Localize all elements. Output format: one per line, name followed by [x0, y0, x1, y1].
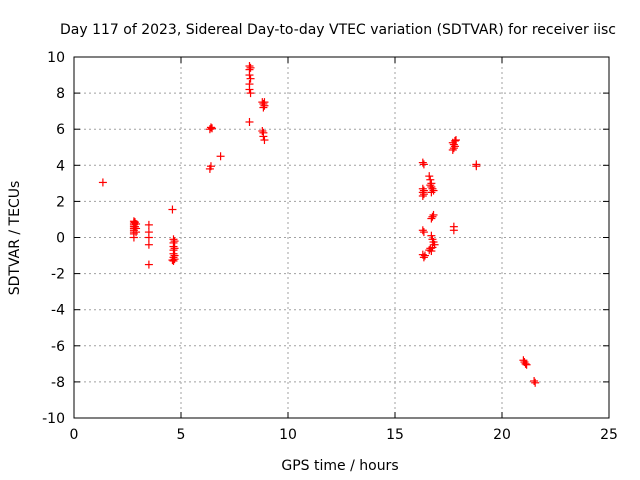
- data-point: [419, 160, 428, 169]
- data-point: [144, 240, 153, 249]
- data-point: [522, 360, 531, 369]
- plot-border: [73, 56, 610, 419]
- data-point: [418, 226, 427, 235]
- data-point: [132, 228, 141, 237]
- tick-labels: 0 5 10 15 20 25 -10 -8 -6 -4 -2 0 2 4 6 8 10: [42, 50, 618, 443]
- data-point: [206, 123, 215, 132]
- data-point: [427, 247, 436, 256]
- data-point: [208, 124, 217, 133]
- data-point: [144, 260, 153, 269]
- data-point: [429, 210, 438, 219]
- x-tick-label: 0: [70, 427, 79, 443]
- y-tick-label: -6: [51, 339, 65, 355]
- data-point: [428, 243, 437, 252]
- y-tick-label: 4: [56, 158, 65, 174]
- y-tick-label: -8: [51, 375, 65, 391]
- data-point: [205, 125, 214, 134]
- data-point: [245, 71, 254, 80]
- x-tick-label: 25: [600, 427, 618, 443]
- data-point: [206, 162, 215, 171]
- x-tick-label: 10: [279, 427, 297, 443]
- chart-title: Day 117 of 2023, Sidereal Day-to-day VTE…: [60, 22, 616, 38]
- data-point: [170, 255, 179, 264]
- data-point: [260, 98, 269, 107]
- y-tick-label: 10: [47, 50, 65, 66]
- data-point: [418, 191, 427, 200]
- data-point: [259, 103, 268, 112]
- grid: [73, 56, 610, 419]
- data-point: [427, 188, 436, 197]
- y-axis-label: SDTVAR / TECUs: [7, 181, 23, 296]
- data-point: [425, 172, 434, 181]
- data-point: [450, 142, 459, 151]
- data-point: [168, 256, 177, 265]
- data-point: [472, 162, 481, 171]
- data-point: [144, 233, 153, 242]
- data-point: [260, 136, 269, 145]
- data-point: [451, 136, 460, 145]
- data-point: [418, 158, 427, 167]
- x-tick-label: 5: [177, 427, 186, 443]
- data-point: [427, 231, 436, 240]
- y-tick-label: -10: [42, 411, 65, 427]
- data-point: [245, 117, 254, 126]
- y-tick-label: -4: [51, 303, 65, 319]
- data-point: [246, 89, 255, 98]
- x-axis-label: GPS time / hours: [281, 458, 398, 474]
- data-point: [170, 237, 179, 246]
- data-point: [245, 85, 254, 94]
- data-point: [419, 190, 428, 199]
- data-point: [246, 63, 255, 72]
- data-point: [216, 152, 225, 161]
- y-tick-label: 0: [56, 231, 65, 247]
- data-point: [258, 127, 267, 136]
- data-point: [427, 214, 436, 223]
- data-point: [428, 212, 437, 221]
- y-tick-label: 2: [56, 194, 65, 210]
- data-point: [531, 378, 540, 387]
- data-point: [449, 144, 458, 153]
- data-point: [144, 220, 153, 229]
- data-point: [420, 251, 429, 260]
- data-point: [168, 205, 177, 214]
- data-point: [530, 376, 539, 385]
- data-points: [98, 62, 540, 387]
- data-point: [419, 228, 428, 237]
- y-tick-label: -2: [51, 267, 65, 283]
- data-point: [419, 253, 428, 262]
- data-point: [428, 184, 437, 193]
- data-point: [259, 132, 268, 141]
- data-point: [521, 359, 530, 368]
- data-point: [449, 226, 458, 235]
- data-point: [448, 145, 457, 154]
- y-tick-label: 6: [56, 122, 65, 138]
- x-tick-label: 20: [493, 427, 511, 443]
- data-point: [98, 178, 107, 187]
- y-tick-label: 8: [56, 86, 65, 102]
- data-point: [129, 233, 138, 242]
- data-point: [169, 256, 178, 265]
- x-tick-label: 15: [386, 427, 404, 443]
- data-point: [170, 244, 179, 253]
- data-point: [246, 74, 255, 83]
